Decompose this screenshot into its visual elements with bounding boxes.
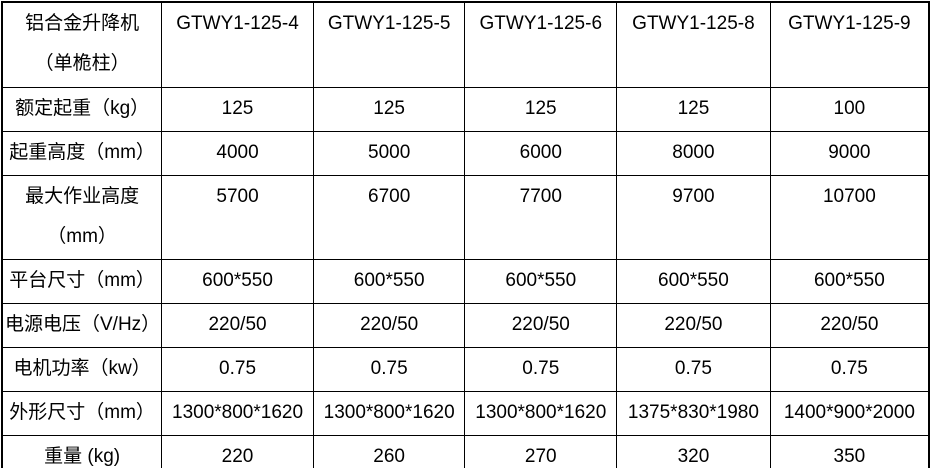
table-cell: 600*550 xyxy=(769,259,930,304)
row-label: 重量 (kg) xyxy=(1,435,163,468)
table-cell: 220/50 xyxy=(312,303,466,348)
table-row: 重量 (kg) 220 260 270 320 350 xyxy=(1,435,930,468)
table-cell: 9700 xyxy=(616,175,771,260)
table-row: 额定起重（kg） 125 125 125 125 100 xyxy=(1,87,930,132)
table-cell: 7700 xyxy=(464,175,618,260)
table-cell: 220/50 xyxy=(616,303,771,348)
table-cell: 320 xyxy=(616,435,771,468)
table-cell: 0.75 xyxy=(312,347,466,392)
table-cell: 6700 xyxy=(312,175,466,260)
table-row: 电机功率（kw） 0.75 0.75 0.75 0.75 0.75 xyxy=(1,347,930,392)
table-row-header: 铝合金升降机 （单桅柱） GTWY1-125-4 GTWY1-125-5 GTW… xyxy=(1,1,930,88)
table-cell: 220 xyxy=(161,435,314,468)
row-label: 电机功率（kw） xyxy=(1,347,163,392)
table-cell: 220/50 xyxy=(464,303,618,348)
table-cell: 260 xyxy=(312,435,466,468)
table-cell: 220/50 xyxy=(161,303,314,348)
table-row: 外形尺寸（mm） 1300*800*1620 1300*800*1620 130… xyxy=(1,391,930,436)
table-cell: 6000 xyxy=(464,131,618,176)
row-label: 起重高度（mm） xyxy=(1,131,163,176)
table-cell: 270 xyxy=(464,435,618,468)
table-cell: 0.75 xyxy=(161,347,314,392)
table-cell: 125 xyxy=(312,87,466,132)
table-cell: 350 xyxy=(769,435,930,468)
table-cell: 100 xyxy=(769,87,930,132)
table-cell: 5000 xyxy=(312,131,466,176)
table-cell: 600*550 xyxy=(161,259,314,304)
table-cell: 0.75 xyxy=(769,347,930,392)
table-cell: 4000 xyxy=(161,131,314,176)
table-cell: 125 xyxy=(161,87,314,132)
table-cell: 600*550 xyxy=(464,259,618,304)
table-cell: 125 xyxy=(464,87,618,132)
table-cell: 600*550 xyxy=(312,259,466,304)
model-header: GTWY1-125-8 xyxy=(616,1,771,88)
row-label: 外形尺寸（mm） xyxy=(1,391,163,436)
table-cell: 1375*830*1980 xyxy=(616,391,771,436)
table-row: 平台尺寸（mm） 600*550 600*550 600*550 600*550… xyxy=(1,259,930,304)
table-cell: 1300*800*1620 xyxy=(312,391,466,436)
row-label: 额定起重（kg） xyxy=(1,87,163,132)
table-cell: 0.75 xyxy=(616,347,771,392)
corner-title-line1: 铝合金升降机 xyxy=(25,13,140,34)
model-header: GTWY1-125-4 xyxy=(161,1,314,88)
table-cell: 1300*800*1620 xyxy=(464,391,618,436)
model-header: GTWY1-125-6 xyxy=(464,1,618,88)
model-header: GTWY1-125-9 xyxy=(769,1,930,88)
row-label: 平台尺寸（mm） xyxy=(1,259,163,304)
table-row: 最大作业高度 （mm） 5700 6700 7700 9700 10700 xyxy=(1,175,930,260)
table-cell: 0.75 xyxy=(464,347,618,392)
table-cell: 8000 xyxy=(616,131,771,176)
row-label-line1: 最大作业高度 xyxy=(25,186,140,207)
table-cell: 1300*800*1620 xyxy=(161,391,314,436)
table-corner-header: 铝合金升降机 （单桅柱） xyxy=(1,1,163,88)
table-cell: 600*550 xyxy=(616,259,771,304)
table-cell: 125 xyxy=(616,87,771,132)
table-row: 起重高度（mm） 4000 5000 6000 8000 9000 xyxy=(1,131,930,176)
model-header: GTWY1-125-5 xyxy=(312,1,466,88)
row-label: 最大作业高度 （mm） xyxy=(1,175,163,260)
row-label-line2: （mm） xyxy=(47,226,117,247)
table-cell: 9000 xyxy=(769,131,930,176)
corner-title-line2: （单桅柱） xyxy=(34,53,130,74)
table-cell: 10700 xyxy=(769,175,930,260)
table-cell: 220/50 xyxy=(769,303,930,348)
table-row: 电源电压（V/Hz） 220/50 220/50 220/50 220/50 2… xyxy=(1,303,930,348)
table-cell: 1400*900*2000 xyxy=(769,391,930,436)
row-label: 电源电压（V/Hz） xyxy=(1,303,163,348)
table-cell: 5700 xyxy=(161,175,314,260)
